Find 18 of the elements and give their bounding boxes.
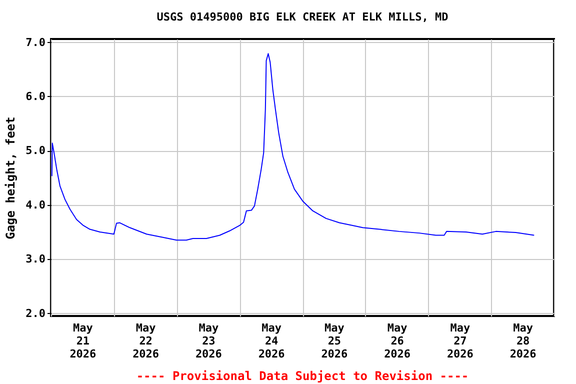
x-tick-label: May 21 2026 <box>70 322 97 360</box>
chart-title: USGS 01495000 BIG ELK CREEK AT ELK MILLS, MD <box>156 10 449 24</box>
y-tick-label: 5.0 <box>26 144 46 158</box>
y-tick-label: 4.0 <box>26 198 46 212</box>
x-tick-label: May 26 2026 <box>384 322 411 360</box>
x-tick-label: May 28 2026 <box>510 322 537 360</box>
line-series <box>51 53 535 241</box>
x-tick-label: May 22 2026 <box>132 322 160 360</box>
x-tick-label: May 27 2026 <box>446 322 474 360</box>
text: ---- Provisional Data Subject to Revision ---- <box>136 369 469 383</box>
x-tick-label: May 24 2026 <box>258 322 286 360</box>
y-axis-title: Gage height, feet <box>4 116 18 240</box>
y-tick-label: 2.0 <box>26 306 46 320</box>
y-tick-label: 7.0 <box>26 36 46 49</box>
y-tick-label: 3.0 <box>26 252 46 266</box>
x-tick-label: May 25 2026 <box>321 322 348 360</box>
x-tick-label: May 23 2026 <box>195 322 222 360</box>
y-tick-label: 6.0 <box>26 90 46 103</box>
